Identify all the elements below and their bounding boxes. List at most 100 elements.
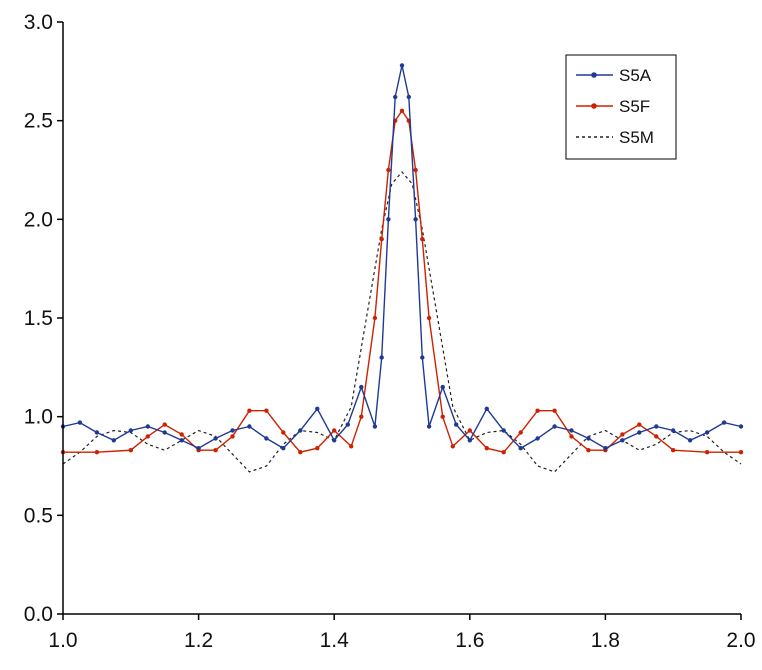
data-point [264, 436, 269, 441]
data-point [704, 450, 710, 455]
x-tick-label: 1.8 [591, 629, 620, 652]
data-point [501, 450, 506, 455]
series-layer [60, 63, 744, 473]
y-tick-label: 3.0 [24, 11, 53, 34]
data-point [569, 434, 574, 439]
series-s5f [60, 108, 744, 455]
data-point [179, 438, 184, 443]
x-tick-label: 2.0 [726, 629, 755, 652]
data-point [315, 406, 320, 411]
data-point [247, 424, 252, 429]
data-point [738, 450, 744, 455]
data-point [501, 428, 506, 433]
data-point [372, 424, 378, 429]
y-tick-label: 0.5 [24, 504, 53, 527]
data-point [349, 444, 354, 449]
data-point [420, 355, 425, 360]
data-point [196, 446, 201, 451]
data-point [738, 424, 744, 429]
data-point [637, 422, 642, 427]
data-point [586, 448, 591, 453]
data-point [413, 167, 418, 173]
data-point [247, 408, 252, 413]
data-point [281, 430, 286, 435]
x-tick-label: 1.4 [320, 629, 350, 652]
series-line [62, 171, 742, 473]
data-point [145, 424, 150, 429]
data-point [359, 414, 364, 419]
data-point [671, 428, 676, 433]
data-point [406, 94, 411, 100]
data-point [359, 384, 364, 390]
data-point [603, 446, 608, 451]
data-point [77, 420, 83, 425]
data-point [569, 428, 574, 433]
data-point [213, 448, 218, 453]
data-point [467, 438, 472, 443]
x-tick-label: 1.0 [48, 629, 77, 652]
series-line [63, 109, 741, 453]
data-point [420, 236, 425, 242]
data-point [315, 446, 320, 451]
data-point [399, 108, 405, 114]
data-point [552, 408, 557, 413]
data-point [450, 444, 455, 449]
data-point [399, 63, 405, 68]
data-point [264, 408, 269, 413]
data-point [386, 167, 391, 173]
data-point [413, 217, 418, 222]
data-point [687, 438, 693, 443]
data-point [484, 446, 489, 451]
data-point [426, 424, 432, 429]
data-point [94, 450, 100, 455]
data-point [162, 430, 167, 435]
data-point [467, 428, 472, 433]
data-point [637, 430, 642, 435]
data-point [94, 430, 100, 435]
data-point [332, 428, 337, 433]
y-axis-ticks: 0.0 0.5 1.0 1.5 2.0 2.5 3.0 [24, 11, 63, 626]
data-point [128, 448, 133, 453]
data-point [393, 94, 398, 100]
data-point [654, 434, 659, 439]
data-point [671, 448, 676, 453]
legend-marker [591, 103, 597, 109]
data-point [620, 432, 625, 437]
data-point [162, 422, 167, 427]
data-point [372, 315, 378, 321]
data-point [654, 424, 659, 429]
data-point [128, 428, 133, 433]
y-tick-label: 1.5 [24, 307, 53, 330]
data-point [586, 436, 591, 441]
data-point [281, 446, 286, 451]
data-point [230, 434, 235, 439]
data-point [440, 414, 445, 419]
data-point [518, 430, 523, 435]
y-tick-label: 2.0 [24, 208, 53, 231]
data-point [620, 438, 625, 443]
data-point [345, 422, 350, 427]
data-point [552, 424, 557, 429]
data-point [298, 428, 303, 433]
data-point [111, 438, 117, 443]
series-s5m [62, 171, 742, 473]
legend-marker [591, 72, 597, 78]
data-point [454, 422, 459, 427]
legend-label: S5A [619, 66, 652, 85]
data-point [179, 432, 184, 437]
data-point [379, 355, 384, 360]
data-point [386, 217, 391, 222]
series-s5a [60, 63, 744, 451]
data-point [230, 428, 235, 433]
data-point [332, 438, 337, 443]
data-point [379, 236, 384, 242]
data-point [518, 446, 523, 451]
y-tick-label: 2.5 [24, 110, 53, 133]
data-point [535, 436, 540, 441]
data-point [298, 450, 303, 455]
y-tick-label: 0.0 [24, 603, 53, 626]
y-tick-label: 1.0 [24, 406, 53, 429]
data-point [535, 408, 540, 413]
x-axis-ticks: 1.0 1.2 1.4 1.6 1.8 2.0 [48, 614, 756, 652]
data-point [426, 315, 432, 321]
